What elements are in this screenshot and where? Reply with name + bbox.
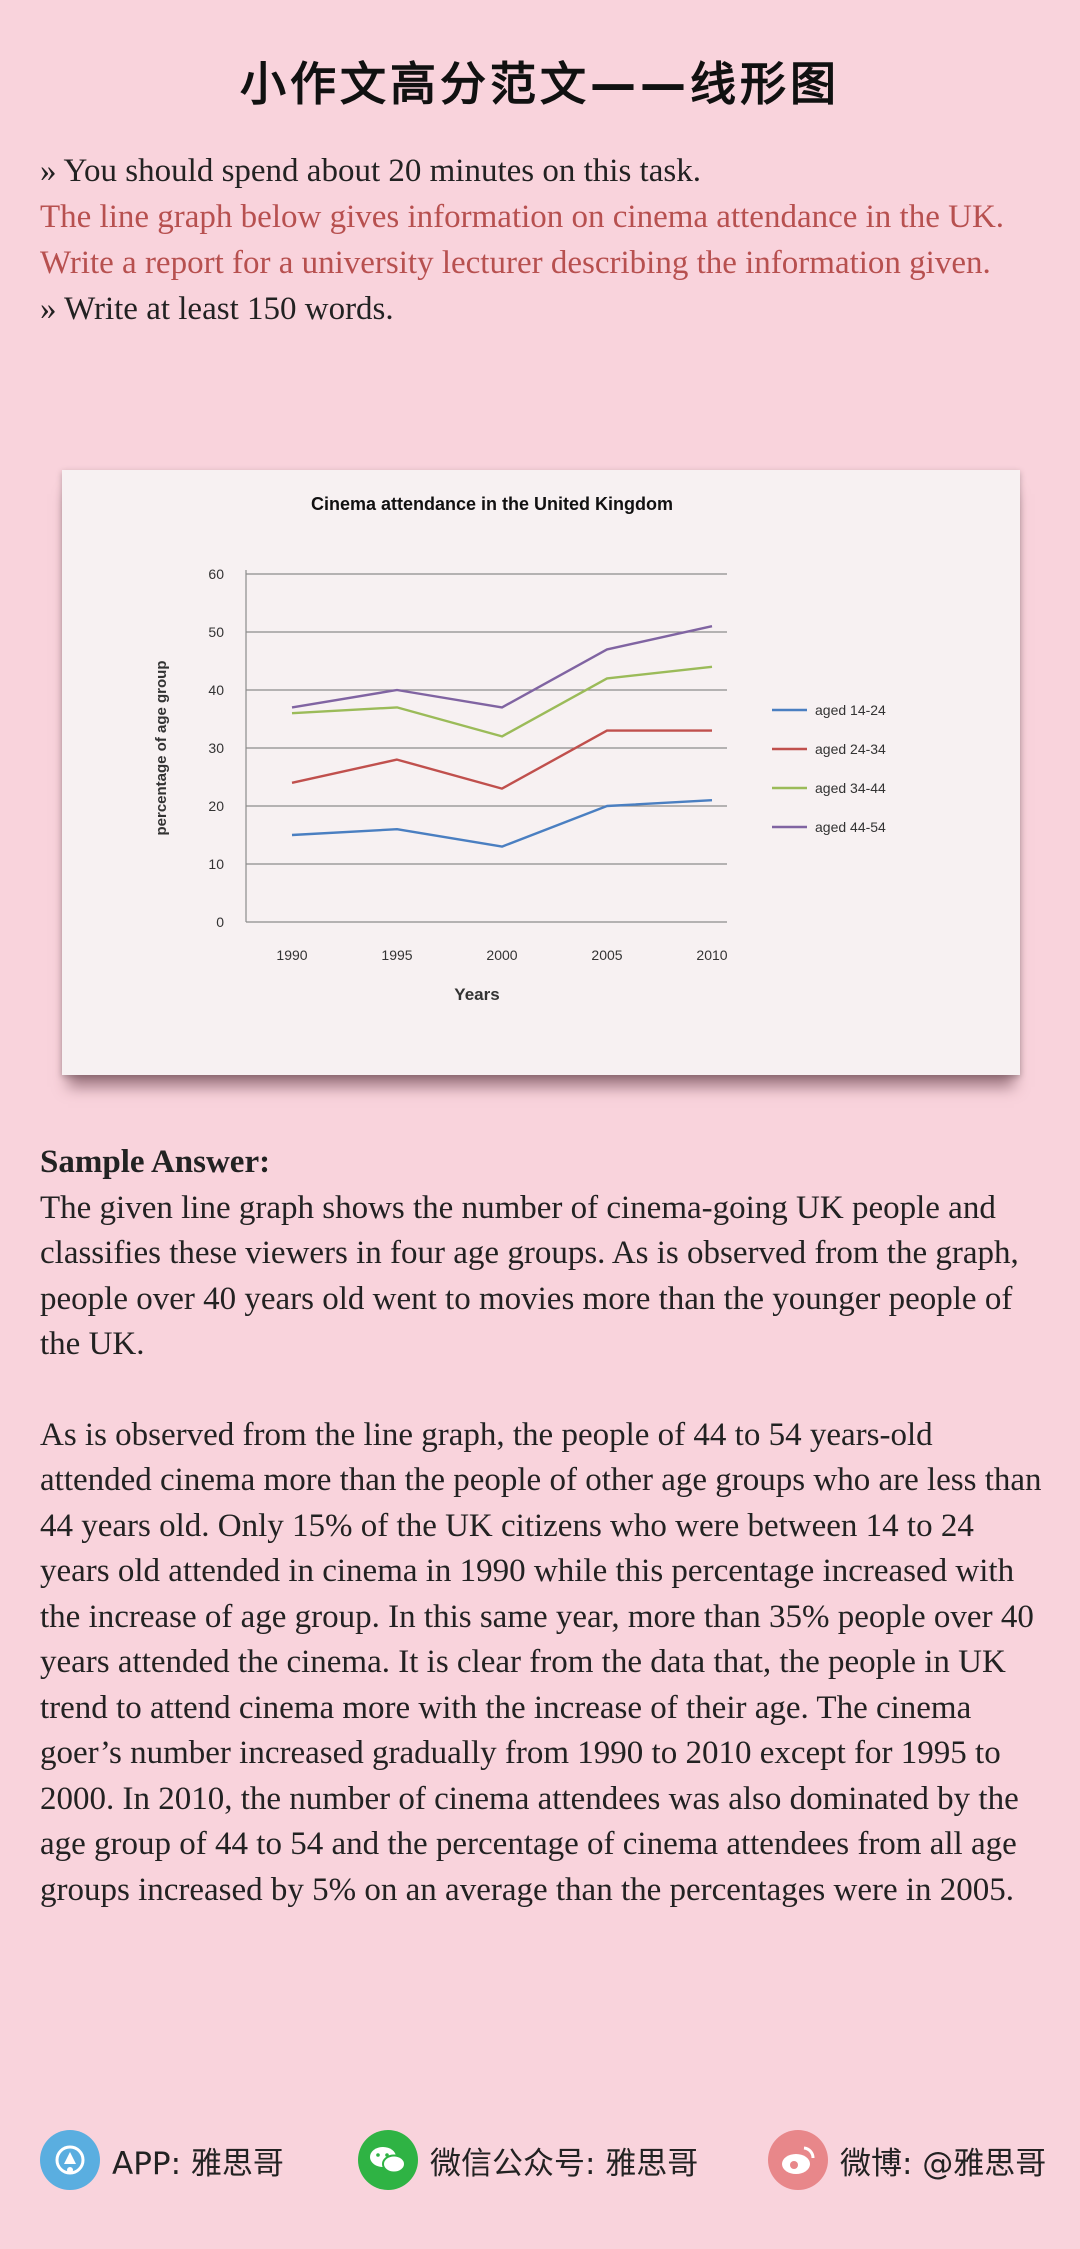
series-line-4 [291, 625, 713, 709]
legend-label-3: aged 34-44 [815, 780, 886, 796]
footer-app[interactable]: APP: 雅思哥 [40, 2125, 284, 2195]
task-requirement: Write a report for a university lecturer… [40, 245, 991, 281]
x-tick-label: 1990 [276, 947, 307, 963]
chart-card: Cinema attendance in the United Kingdom 0… [62, 470, 1020, 1075]
y-tick-label: 50 [208, 624, 224, 640]
task-time-line: » You should spend about 20 minutes on t… [40, 153, 701, 189]
page-title: 小作文高分范文——线形图 [240, 57, 840, 111]
answer-heading: Sample Answer: [40, 1144, 271, 1180]
footer-wechat[interactable]: 微信公众号: 雅思哥 [358, 2125, 698, 2195]
legend-label-1: aged 14-24 [815, 702, 886, 718]
y-tick-label: 10 [208, 856, 224, 872]
app-label: APP: 雅思哥 [112, 2145, 284, 2182]
chart-title: Cinema attendance in the United Kingdom [311, 494, 673, 514]
y-tick-label: 20 [208, 798, 224, 814]
wechat-icon [358, 2130, 418, 2190]
series-line-2 [291, 729, 712, 790]
y-tick-label: 40 [208, 682, 224, 698]
answer-paragraph-1: The given line graph shows the number of… [40, 1189, 1019, 1363]
task-word-count: » Write at least 150 words. [40, 291, 394, 327]
line-chart: Cinema attendance in the United Kingdom 0… [153, 494, 886, 1004]
legend-label-4: aged 44-54 [815, 819, 886, 835]
x-tick-label: 2010 [696, 947, 727, 963]
x-tick-label: 2005 [591, 947, 622, 963]
y-axis-label: percentage of age group [153, 660, 170, 835]
sample-answer: Sample Answer: The given line graph show… [40, 1140, 1050, 1913]
task-instructions: » You should spend about 20 minutes on t… [40, 148, 1050, 332]
y-tick-label: 0 [216, 914, 224, 930]
x-tick-label: 2000 [486, 947, 517, 963]
weibo-label: 微博: @雅思哥 [840, 2145, 1047, 2182]
task-description: The line graph below gives information o… [40, 199, 1005, 235]
y-tick-label: 30 [208, 740, 224, 756]
weibo-icon [768, 2130, 828, 2190]
answer-paragraph-2: As is observed from the line graph, the … [40, 1416, 1042, 1908]
footer-weibo[interactable]: 微博: @雅思哥 [768, 2125, 1046, 2195]
series-line-3 [291, 665, 713, 738]
app-icon [40, 2130, 100, 2190]
footer: APP: 雅思哥 微信公众号: 雅思哥 微博: @雅思哥 [0, 2125, 1080, 2195]
series-line-1 [291, 799, 713, 848]
wechat-label: 微信公众号: 雅思哥 [430, 2145, 699, 2182]
y-tick-label: 60 [208, 566, 224, 582]
legend-label-2: aged 24-34 [815, 741, 886, 757]
x-tick-label: 1995 [381, 947, 412, 963]
x-axis-label: Years [454, 985, 499, 1004]
